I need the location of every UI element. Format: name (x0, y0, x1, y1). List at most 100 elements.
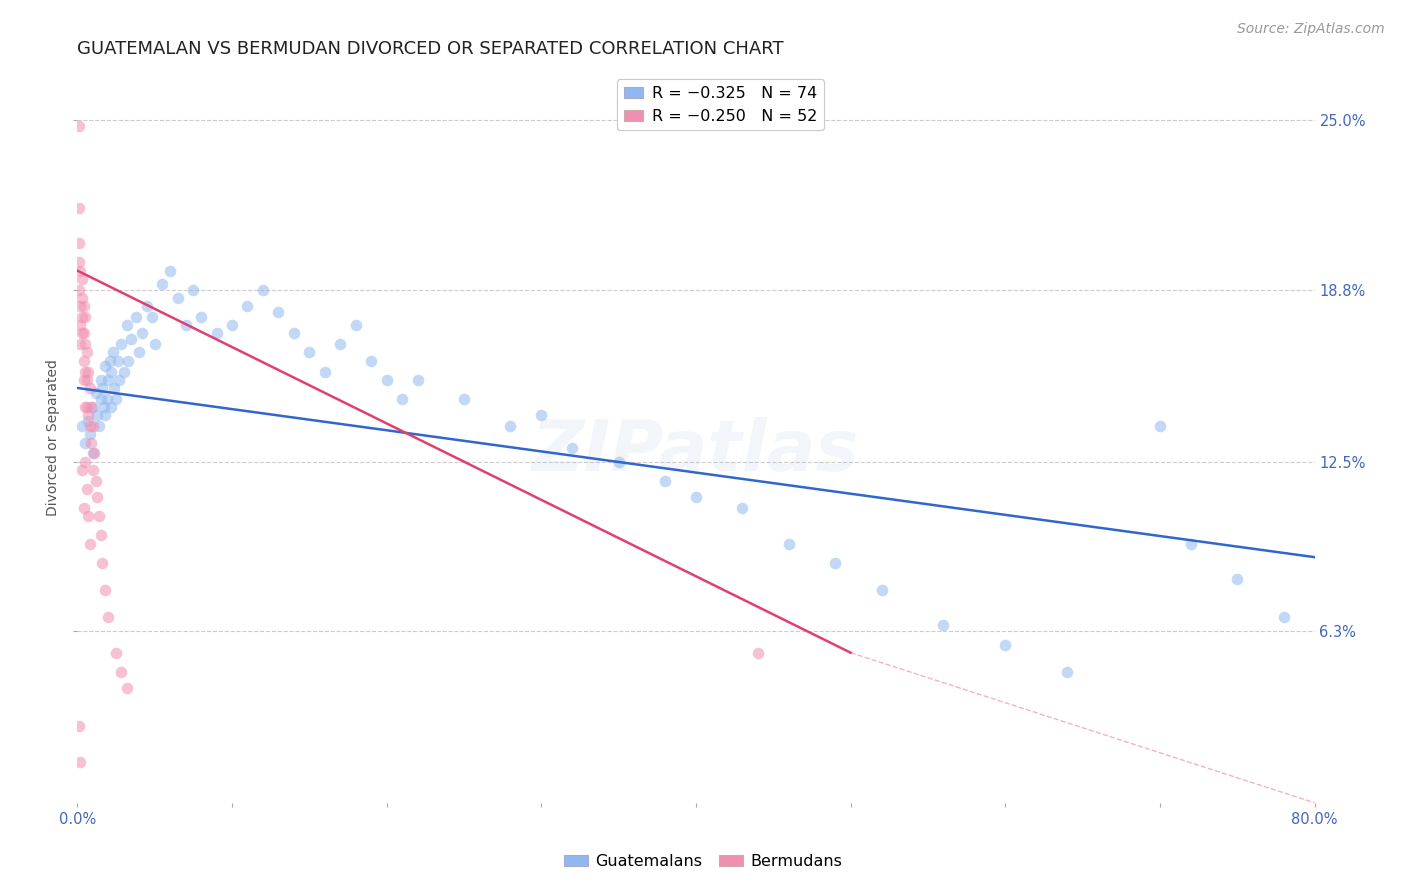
Point (105, 646, 128, 660)
Point (108, 373, 131, 387)
Point (101, 345, 124, 359)
Point (67, 255, 90, 269)
Legend: R = −0.325   N = 74, R = −0.250   N = 52: R = −0.325 N = 74, R = −0.250 N = 52 (617, 79, 824, 130)
Point (98, 353, 121, 368)
Point (159, 263, 181, 277)
Point (375, 373, 398, 387)
Point (82, 400, 104, 414)
Point (406, 373, 429, 387)
Point (83, 446, 105, 460)
Point (685, 490, 707, 504)
Point (174, 318, 197, 333)
Point (72, 373, 94, 387)
Point (530, 409, 553, 423)
Point (870, 582, 893, 597)
Point (125, 310, 148, 324)
Point (90, 373, 112, 387)
Point (76, 482, 98, 496)
Point (221, 318, 243, 333)
Point (79, 419, 101, 434)
Point (105, 392, 128, 406)
Point (82, 419, 104, 434)
Point (76, 373, 98, 387)
Point (136, 299, 159, 313)
Point (69, 263, 91, 277)
Point (72, 353, 94, 368)
Point (128, 345, 150, 359)
Point (77, 365, 100, 379)
Point (112, 365, 135, 379)
Point (1226, 572, 1249, 586)
Point (1272, 610, 1295, 624)
Text: Source: ZipAtlas.com: Source: ZipAtlas.com (1237, 22, 1385, 37)
Point (994, 638, 1017, 652)
Point (86, 490, 108, 504)
Point (67, 236, 90, 251)
Point (453, 392, 475, 406)
Point (69, 318, 91, 333)
Point (731, 501, 754, 516)
Point (69, 755, 91, 769)
Text: GUATEMALAN VS BERMUDAN DIVORCED OR SEPARATED CORRELATION CHART: GUATEMALAN VS BERMUDAN DIVORCED OR SEPAR… (77, 40, 785, 58)
Point (84, 386, 107, 401)
Y-axis label: Divorced or Separated: Divorced or Separated (46, 359, 60, 516)
Point (94, 409, 117, 423)
Point (561, 441, 583, 455)
Point (499, 419, 522, 434)
Point (67, 201, 90, 215)
Point (97, 610, 120, 624)
Legend: Guatemalans, Bermudans: Guatemalans, Bermudans (557, 847, 849, 875)
Point (87, 419, 110, 434)
Point (75, 455, 96, 469)
Point (121, 332, 143, 346)
Point (107, 353, 129, 368)
Point (152, 277, 174, 292)
Point (283, 326, 305, 341)
Point (70, 326, 93, 341)
Point (79, 427, 101, 442)
Point (69, 337, 91, 351)
Point (70, 291, 93, 305)
Point (70, 419, 93, 434)
Point (117, 353, 139, 368)
Point (360, 353, 382, 368)
Point (87, 509, 110, 524)
Point (82, 446, 104, 460)
Point (91, 556, 114, 570)
Point (77, 409, 100, 423)
Point (91, 381, 114, 395)
Point (183, 283, 205, 297)
Point (72, 299, 94, 313)
Point (110, 337, 132, 351)
Point (75, 400, 96, 414)
Point (82, 463, 104, 477)
Point (824, 556, 846, 570)
Point (80, 400, 103, 414)
Point (70, 310, 93, 324)
Point (94, 582, 117, 597)
Point (131, 326, 153, 341)
Point (141, 310, 163, 324)
Point (236, 299, 259, 313)
Point (1180, 536, 1202, 550)
Point (115, 681, 138, 695)
Point (747, 646, 769, 660)
Point (75, 337, 96, 351)
Point (1149, 419, 1171, 434)
Point (67, 719, 90, 733)
Point (76, 400, 98, 414)
Point (86, 409, 108, 423)
Point (72, 501, 94, 516)
Point (84, 474, 107, 488)
Point (67, 283, 90, 297)
Point (100, 365, 122, 379)
Point (654, 474, 676, 488)
Point (103, 381, 125, 395)
Point (100, 400, 122, 414)
Point (167, 291, 190, 305)
Point (77, 414, 100, 428)
Point (77, 509, 100, 524)
Point (79, 381, 101, 395)
Point (932, 618, 955, 632)
Point (143, 337, 166, 351)
